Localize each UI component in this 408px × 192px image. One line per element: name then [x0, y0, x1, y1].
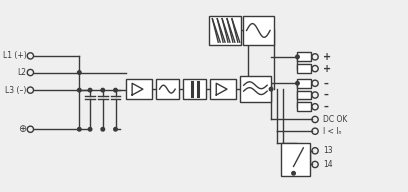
- Text: –: –: [324, 90, 328, 100]
- Circle shape: [88, 88, 92, 92]
- Text: DC OK: DC OK: [324, 115, 348, 124]
- Bar: [243, 16, 274, 45]
- Bar: [211, 79, 236, 99]
- Text: –: –: [324, 78, 328, 88]
- Bar: [155, 79, 179, 99]
- Circle shape: [296, 55, 299, 59]
- Text: L1 (+): L1 (+): [3, 51, 27, 60]
- Bar: [281, 143, 310, 176]
- Circle shape: [114, 88, 117, 92]
- Bar: [209, 16, 241, 45]
- Bar: [240, 76, 271, 102]
- Text: +: +: [324, 64, 332, 74]
- Bar: [209, 16, 241, 45]
- Text: 13: 13: [324, 146, 333, 155]
- Bar: [126, 79, 152, 99]
- Bar: [297, 52, 311, 61]
- Circle shape: [78, 88, 81, 92]
- Text: L3 (–): L3 (–): [5, 86, 27, 95]
- Bar: [297, 64, 311, 73]
- Circle shape: [296, 82, 299, 85]
- Circle shape: [292, 171, 295, 175]
- Circle shape: [101, 88, 104, 92]
- Text: –: –: [324, 102, 328, 112]
- Circle shape: [101, 127, 104, 131]
- Text: 14: 14: [324, 160, 333, 169]
- Bar: [209, 16, 241, 45]
- Circle shape: [269, 87, 273, 91]
- Text: I < Iₙ: I < Iₙ: [324, 127, 342, 136]
- Text: ⊕: ⊕: [18, 124, 27, 134]
- Bar: [297, 102, 311, 111]
- Text: +: +: [324, 52, 332, 62]
- Bar: [183, 79, 206, 99]
- Circle shape: [78, 71, 81, 74]
- Circle shape: [78, 127, 81, 131]
- Circle shape: [88, 127, 92, 131]
- Text: L2: L2: [18, 68, 27, 77]
- Bar: [209, 16, 241, 45]
- Circle shape: [114, 127, 117, 131]
- Bar: [209, 16, 241, 45]
- Bar: [297, 79, 311, 88]
- Bar: [209, 16, 241, 45]
- Bar: [297, 91, 311, 99]
